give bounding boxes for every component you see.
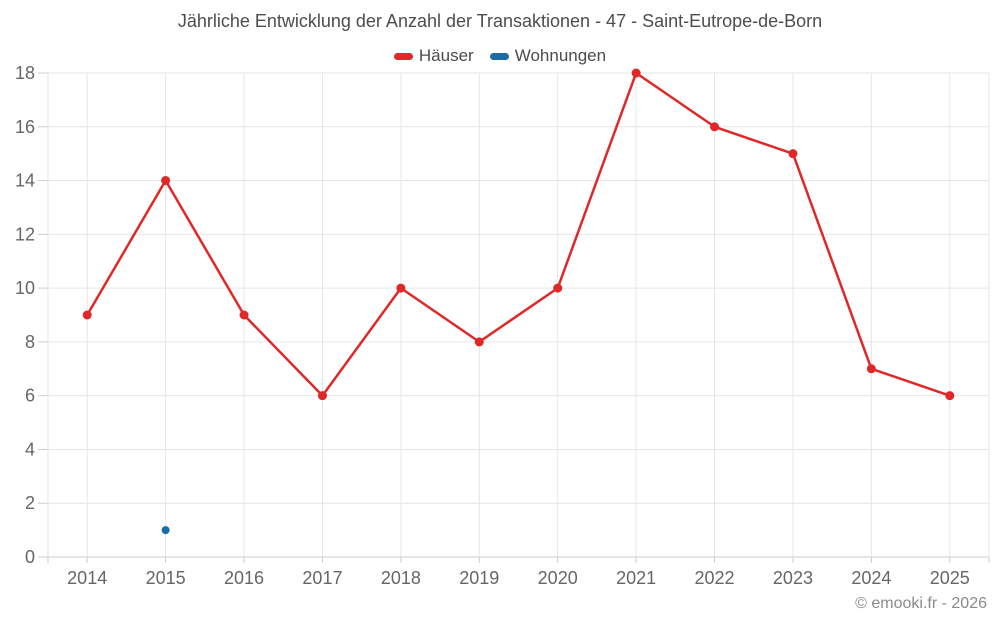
x-axis-label: 2019	[459, 568, 499, 588]
data-point[interactable]	[317, 391, 327, 401]
x-axis-label: 2025	[930, 568, 970, 588]
data-point[interactable]	[396, 283, 406, 293]
data-point[interactable]	[710, 122, 720, 132]
y-axis-label: 18	[15, 63, 35, 83]
y-axis-label: 8	[25, 332, 35, 352]
series-line-0	[85, 71, 952, 397]
x-axis-label: 2014	[67, 568, 107, 588]
y-axis-label: 4	[25, 439, 35, 459]
data-point[interactable]	[631, 68, 641, 78]
copyright-credit: © emooki.fr - 2026	[855, 595, 987, 612]
legend-item-label: Wohnungen	[514, 46, 607, 65]
legend-item-wohnungen[interactable]: Wohnungen	[489, 46, 607, 66]
y-axis-label: 2	[25, 493, 35, 513]
x-axis-label: 2015	[146, 568, 186, 588]
x-axis-label: 2024	[851, 568, 891, 588]
y-axis-label: 6	[25, 386, 35, 406]
data-point[interactable]	[82, 310, 92, 320]
page-title: Jährliche Entwicklung der Anzahl der Tra…	[177, 11, 823, 31]
data-point[interactable]	[239, 310, 249, 320]
x-axis-label: 2016	[224, 568, 264, 588]
x-axis-label: 2021	[616, 568, 656, 588]
wohnungen-series-swatch-icon	[489, 52, 509, 60]
x-axis-label: 2020	[538, 568, 578, 588]
x-axis-label: 2018	[381, 568, 421, 588]
hauser-series-swatch-icon	[393, 52, 413, 60]
data-point[interactable]	[945, 391, 955, 401]
legend-item-label: Häuser	[418, 46, 474, 65]
y-axis-label: 10	[15, 278, 35, 298]
x-axis-label: 2023	[773, 568, 813, 588]
chart-legend: Häuser Wohnungen	[0, 46, 1000, 66]
y-axis-label: 16	[15, 117, 35, 137]
legend-item-hauser[interactable]: Häuser	[393, 46, 474, 66]
data-point[interactable]	[788, 149, 798, 159]
data-point[interactable]	[866, 364, 876, 374]
data-point[interactable]	[474, 337, 484, 347]
data-point[interactable]	[553, 283, 563, 293]
x-axis-label: 2022	[695, 568, 735, 588]
y-axis-label: 12	[15, 224, 35, 244]
data-point[interactable]	[161, 526, 170, 535]
x-axis-label: 2017	[302, 568, 342, 588]
data-point[interactable]	[161, 176, 171, 186]
y-axis-label: 0	[25, 547, 35, 567]
y-axis-label: 14	[15, 171, 35, 191]
